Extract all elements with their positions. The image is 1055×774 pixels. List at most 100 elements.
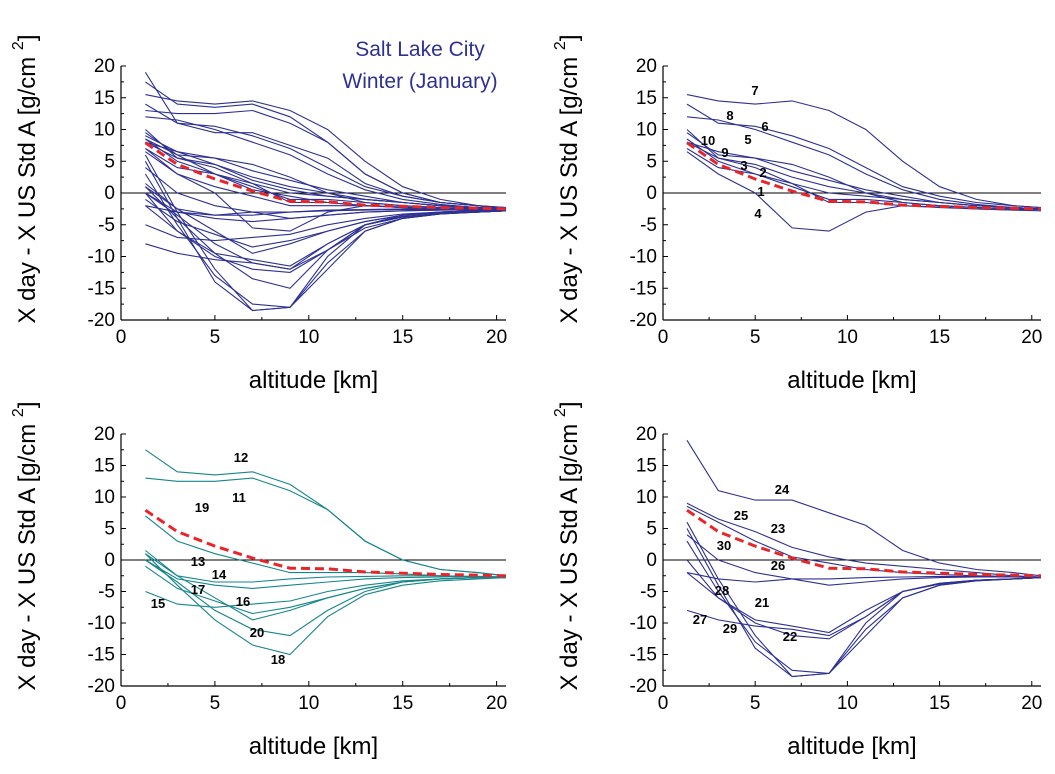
x-tick-label: 0	[116, 327, 127, 348]
y-tick-label: -15	[88, 645, 115, 666]
y-tick-label: 20	[94, 56, 115, 77]
curve-label-2: 2	[759, 165, 766, 180]
y-tick-label: 0	[646, 550, 657, 571]
series-line-11	[686, 577, 1041, 637]
y-tick-label: 5	[104, 151, 115, 172]
y-tick-label: -10	[88, 247, 115, 268]
y-tick-label: -20	[630, 310, 657, 331]
series-line-6	[686, 116, 1041, 210]
x-axis-label: altitude [km]	[787, 367, 916, 394]
curve-label-25: 25	[734, 508, 748, 523]
curve-label-8: 8	[726, 108, 733, 123]
mean-line	[686, 508, 1041, 578]
x-axis-label: altitude [km]	[249, 733, 378, 760]
series-line-20	[145, 559, 506, 637]
curve-label-5: 5	[744, 132, 751, 147]
series-line-18	[145, 553, 506, 656]
series-line-14	[145, 559, 506, 589]
curve-label-6: 6	[761, 119, 768, 134]
mean-line	[686, 141, 1041, 211]
y-tick-label: 5	[646, 519, 657, 540]
x-axis-label: altitude [km]	[787, 733, 916, 760]
x-axis-label: altitude [km]	[249, 367, 378, 394]
y-tick-label: 15	[636, 88, 657, 109]
series-line-16	[145, 183, 506, 254]
y-tick-label: -20	[88, 676, 115, 697]
y-tick-label: 0	[104, 550, 115, 571]
x-tick-label: 0	[658, 693, 669, 714]
x-tick-label: 10	[298, 327, 319, 348]
y-tick-label: -10	[88, 613, 115, 634]
curve-label-3: 3	[740, 158, 747, 173]
y-tick-label: 20	[636, 56, 657, 77]
curve-label-18: 18	[271, 652, 285, 667]
series-line-7	[145, 94, 506, 209]
x-tick-label: 20	[1021, 327, 1042, 348]
y-axis-label: X day - X US Std A [g/cm 2]	[10, 401, 41, 690]
series-line-28	[686, 559, 1041, 640]
curve-label-19: 19	[195, 500, 209, 515]
curve-label-16: 16	[236, 594, 250, 609]
series-line-30	[686, 521, 1041, 678]
x-tick-label: 10	[837, 327, 858, 348]
curve-label-22: 22	[783, 629, 797, 644]
curve-label-27: 27	[693, 612, 707, 627]
series-group	[144, 72, 506, 312]
curve-label-20: 20	[250, 625, 264, 640]
y-axis-label: X day - X US Std A [g/cm 2]	[10, 34, 41, 323]
curve-label-26: 26	[771, 558, 785, 573]
y-tick-label: -5	[98, 215, 115, 236]
x-tick-label: 5	[750, 693, 761, 714]
series-line-27	[686, 572, 1041, 583]
y-tick-label: 20	[636, 424, 657, 445]
y-tick-label: 0	[646, 183, 657, 204]
series-line-25	[145, 135, 506, 211]
y-tick-label: -5	[640, 215, 657, 236]
series-line-22	[686, 528, 1041, 678]
series-line-27	[145, 205, 506, 216]
panel-bottom-left: 0 5 10 15 20 20 15 10 5 0 -5 -10 -15 -20 altitude [km]…	[10, 401, 507, 760]
x-tick-label: 20	[1021, 693, 1042, 714]
figure-title-line1: Salt Lake City	[355, 38, 485, 61]
curve-label-15: 15	[151, 596, 165, 611]
figure-title-line2: Winter (January)	[342, 70, 497, 93]
y-tick-label: 5	[646, 151, 657, 172]
series-line-7	[686, 94, 1041, 209]
x-tick-label: 15	[929, 693, 950, 714]
panel-top-left: 0 5 10 15 20 20 15 10 5 0 -5 -10 -15 -20 altitude [km]…	[10, 34, 507, 394]
curve-label-9: 9	[721, 145, 728, 160]
series-line-31	[145, 210, 506, 270]
x-tick-label: 15	[392, 693, 413, 714]
y-tick-label: 15	[94, 456, 115, 477]
curve-label-7: 7	[751, 83, 758, 98]
y-tick-label: 10	[636, 487, 657, 508]
panel-bottom-right: 0 5 10 15 20 20 15 10 5 0 -5 -10 -15 -20 altitude [km]…	[552, 401, 1042, 760]
y-tick-label: -5	[98, 582, 115, 603]
x-tick-label: 15	[929, 327, 950, 348]
curve-label-10: 10	[701, 133, 715, 148]
y-tick-label: -5	[640, 582, 657, 603]
curve-label-28: 28	[715, 583, 729, 598]
y-axis-label: X day - X US Std A [g/cm 2]	[552, 401, 583, 690]
y-tick-label: 10	[94, 487, 115, 508]
y-tick-label: -20	[88, 310, 115, 331]
curve-label-1: 1	[757, 184, 764, 199]
y-tick-label: -15	[630, 278, 657, 299]
series-line-22	[144, 161, 506, 312]
y-tick-label: 0	[104, 183, 115, 204]
x-tick-label: 10	[837, 693, 858, 714]
curve-label-4: 4	[754, 206, 762, 221]
y-tick-label: 10	[636, 120, 657, 141]
y-tick-label: 15	[94, 88, 115, 109]
y-tick-label: 10	[94, 120, 115, 141]
curve-label-17: 17	[191, 582, 205, 597]
y-tick-label: -10	[630, 613, 657, 634]
x-tick-label: 15	[392, 327, 413, 348]
series-line-24	[144, 72, 506, 210]
series-line-14	[145, 192, 506, 223]
y-tick-label: -15	[88, 278, 115, 299]
series-line-12	[145, 449, 506, 577]
y-axis-label: X day - X US Std A [g/cm 2]	[552, 34, 583, 323]
